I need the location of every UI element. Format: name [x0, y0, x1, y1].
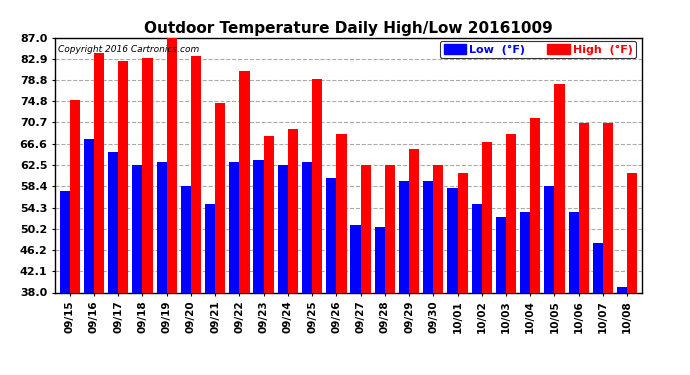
Bar: [520, 212, 530, 292]
Bar: [205, 204, 215, 292]
Bar: [253, 160, 264, 292]
Bar: [83, 139, 94, 292]
Bar: [530, 118, 540, 292]
Bar: [482, 142, 492, 292]
Bar: [617, 287, 627, 292]
Bar: [302, 162, 312, 292]
Bar: [471, 204, 482, 292]
Bar: [409, 149, 420, 292]
Bar: [277, 165, 288, 292]
Bar: [157, 162, 167, 292]
Bar: [108, 152, 118, 292]
Bar: [569, 212, 579, 292]
Bar: [312, 79, 322, 292]
Bar: [229, 162, 239, 292]
Bar: [447, 188, 457, 292]
Bar: [506, 134, 516, 292]
Bar: [555, 84, 564, 292]
Bar: [457, 173, 468, 292]
Title: Outdoor Temperature Daily High/Low 20161009: Outdoor Temperature Daily High/Low 20161…: [144, 21, 553, 36]
Bar: [215, 102, 226, 292]
Text: Copyright 2016 Cartronics.com: Copyright 2016 Cartronics.com: [58, 45, 199, 54]
Bar: [361, 165, 371, 292]
Bar: [593, 243, 603, 292]
Bar: [603, 123, 613, 292]
Bar: [336, 134, 346, 292]
Bar: [181, 186, 191, 292]
Bar: [167, 38, 177, 292]
Bar: [142, 58, 152, 292]
Bar: [191, 56, 201, 292]
Bar: [544, 186, 555, 292]
Bar: [579, 123, 589, 292]
Bar: [627, 173, 638, 292]
Bar: [59, 191, 70, 292]
Bar: [351, 225, 361, 292]
Bar: [423, 181, 433, 292]
Bar: [385, 165, 395, 292]
Bar: [326, 178, 336, 292]
Bar: [433, 165, 444, 292]
Bar: [70, 100, 80, 292]
Bar: [264, 136, 274, 292]
Bar: [496, 217, 506, 292]
Bar: [375, 228, 385, 292]
Bar: [132, 165, 142, 292]
Legend: Low  (°F), High  (°F): Low (°F), High (°F): [440, 40, 636, 58]
Bar: [118, 61, 128, 292]
Bar: [94, 53, 104, 292]
Bar: [288, 129, 298, 292]
Bar: [399, 181, 409, 292]
Bar: [239, 71, 250, 292]
